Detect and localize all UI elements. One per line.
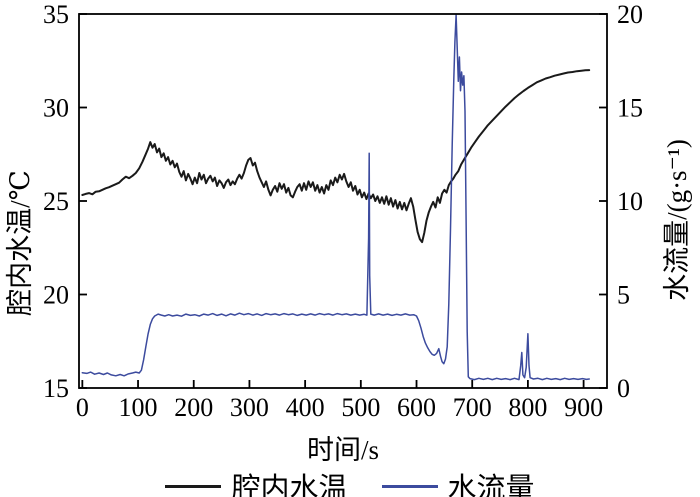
y-left-tick-label: 35	[43, 0, 69, 29]
y-right-tick-label: 15	[617, 94, 643, 123]
axis-tick-labels: 0 100 200 300 400 500 600 700 800 900 15 20 25 30 35 0 5…	[43, 0, 643, 422]
legend-item-flow: 水流量	[381, 465, 535, 497]
y-left-tick-label: 15	[43, 374, 69, 403]
x-tick-label: 200	[174, 393, 213, 422]
y-right-tick-label: 5	[617, 281, 630, 310]
x-tick-label: 100	[119, 393, 158, 422]
x-tick-label: 0	[76, 393, 89, 422]
x-tick-label: 900	[564, 393, 603, 422]
y-left-tick-label: 20	[43, 281, 69, 310]
series-line-1	[81, 14, 590, 381]
data-series-lines	[81, 14, 591, 381]
legend: 腔内水温 水流量	[0, 465, 700, 497]
right-axis-title: 水流量/(g·s⁻¹)	[662, 139, 692, 301]
legend-label-flow: 水流量	[447, 473, 535, 497]
axis-ticks	[79, 13, 607, 389]
series-line-0	[81, 69, 591, 244]
temperature-line-swatch	[165, 484, 222, 488]
plot-frame	[78, 13, 608, 389]
x-tick-label: 800	[508, 393, 547, 422]
x-tick-label: 400	[286, 393, 325, 422]
legend-item-temperature: 腔内水温	[165, 465, 348, 497]
x-tick-label: 300	[230, 393, 269, 422]
y-left-tick-label: 30	[43, 94, 69, 123]
left-axis-title: 腔内水温/℃	[5, 170, 35, 316]
x-tick-label: 700	[453, 393, 492, 422]
x-tick-label: 500	[341, 393, 380, 422]
y-left-tick-label: 25	[43, 187, 69, 216]
y-right-tick-label: 10	[617, 187, 643, 216]
x-tick-label: 600	[397, 393, 436, 422]
axes-frame	[78, 13, 608, 389]
y-right-tick-label: 0	[617, 374, 630, 403]
flow-line-swatch	[381, 484, 438, 488]
x-axis-title: 时间/s	[306, 435, 379, 465]
y-right-tick-label: 20	[617, 0, 643, 29]
legend-label-temperature: 腔内水温	[231, 473, 348, 497]
